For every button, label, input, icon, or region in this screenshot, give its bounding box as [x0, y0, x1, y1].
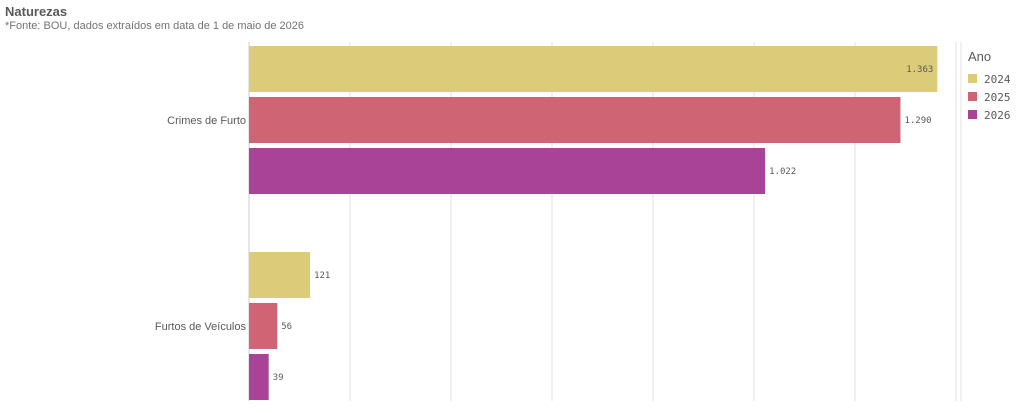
bar[interactable]	[249, 97, 901, 143]
legend-title: Ano	[968, 49, 991, 64]
bar[interactable]	[249, 303, 278, 349]
legend-entry[interactable]: 2026	[984, 109, 1011, 122]
data-label: 1.363	[906, 65, 933, 75]
legend-swatch	[968, 74, 977, 83]
category-label: Crimes de Furto	[167, 115, 246, 127]
legend-swatch	[968, 110, 977, 119]
data-label: 56	[281, 322, 292, 332]
data-label: 1.022	[769, 167, 796, 177]
bar[interactable]	[249, 252, 311, 298]
data-label: 121	[314, 271, 330, 281]
bar[interactable]	[249, 46, 938, 92]
data-label: 39	[273, 373, 284, 383]
legend-entry[interactable]: 2024	[984, 73, 1011, 86]
chart-subtitle: *Fonte: BOU, dados extraídos em data de …	[5, 20, 305, 32]
category-label: Furtos de Veículos	[155, 321, 247, 333]
bar[interactable]	[249, 354, 269, 400]
legend-entry[interactable]: 2025	[984, 91, 1011, 104]
data-label: 1.290	[904, 116, 931, 126]
legend-swatch	[968, 92, 977, 101]
bar[interactable]	[249, 148, 766, 194]
chart-title: Naturezas	[5, 4, 68, 19]
